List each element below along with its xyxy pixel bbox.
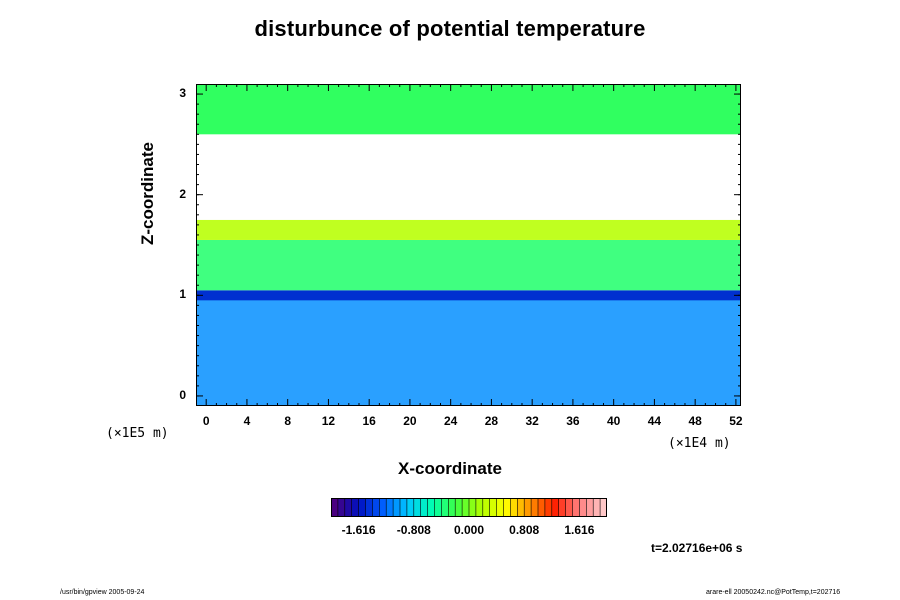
y-tick-label: 1 [179,287,186,302]
x-tick-label: 52 [729,414,743,428]
colorbar-segment [455,498,463,517]
colorbar-segment [331,498,339,517]
colorbar-segment [544,498,553,517]
x-tick-label: 20 [403,414,417,428]
colorbar-segment [565,498,573,517]
x-tick-label: 32 [525,414,539,428]
colorbar-segment [400,498,408,517]
x-tick-label: 12 [321,414,336,428]
colorbar-segment [489,498,498,517]
x-tick-label: 28 [484,414,499,428]
colorbar-segment [462,498,470,517]
y-tick-label: 3 [179,86,186,101]
colorbar-segment [531,498,539,517]
colorbar-segment [593,498,601,517]
colorbar-segment [351,498,360,517]
x-axis-label: X-coordinate [398,459,502,478]
chart-title: disturbunce of potential temperature [254,16,646,41]
colorbar-segment [427,498,435,517]
colorbar-frame [331,498,607,517]
colorbar-label: 0.000 [453,523,485,537]
x-tick-label: 8 [284,414,292,428]
field-band-5 [196,84,741,135]
x-tick-label: 40 [606,414,621,428]
colorbar-segment [496,498,504,517]
y-tick-label: 2 [179,186,186,201]
colorbar-segment [510,498,518,517]
x-axis-unit: (×1E4 m) [668,436,731,451]
colorbar-segment [413,498,422,517]
colorbar-segment [469,498,477,517]
colorbar-segment [337,498,346,517]
colorbar-segment [365,498,373,517]
plot-area [196,84,741,406]
colorbar-segment [572,498,580,517]
field-band-2 [196,239,741,291]
colorbar-segment [551,498,560,517]
colorbar-segment [475,498,484,517]
colorbar-segment [379,498,387,517]
colorbar-segment [503,498,511,517]
x-tick-label: 48 [688,414,702,428]
y-tick-label: 0 [179,387,186,402]
colorbar-label: 0.808 [509,523,540,537]
x-tick-label: 36 [566,414,580,428]
colorbar-segment [579,498,587,517]
colorbar-segment [482,498,491,517]
colorbar-segment [558,498,567,517]
y-axis-label: Z-coordinate [138,142,157,245]
colorbar-label: -1.616 [341,523,376,537]
colorbar-segment [406,498,415,517]
field-band-1 [196,290,741,301]
colorbar-segment [441,498,449,517]
x-tick-label: 24 [443,414,458,428]
field-band-0 [196,295,741,406]
colorbar-segment [524,498,532,517]
time-stamp: t=2.02716e+06 s [651,541,743,555]
x-tick-label: 16 [362,414,376,428]
colorbar-gradient [331,498,607,517]
colorbar-segment [517,498,525,517]
colorbar-segment [386,498,394,517]
colorbar-label: -0.808 [396,523,431,537]
y-axis-unit: (×1E5 m) [106,426,169,441]
colorbar-segment [586,498,594,517]
x-tick-label: 0 [202,414,210,428]
footer-left: /usr/bin/gpview 2005-09-24 [60,589,145,596]
colorbar-segment [538,498,546,517]
colorbar-label: 1.616 [564,523,595,537]
field-band-4 [196,134,741,220]
colorbar-segment [448,498,456,517]
colorbar [331,498,607,517]
field-band-3 [196,219,741,240]
colorbar-segment [358,498,366,517]
heatmap-field [196,84,741,406]
x-tick-label: 4 [243,414,251,428]
colorbar-segment [393,498,401,517]
colorbar-segment [600,498,607,517]
footer-right: arare-ell 20050242.nc@PotTemp,t=202716 [706,589,841,596]
colorbar-segment [344,498,353,517]
colorbar-segment [372,498,380,517]
x-tick-label: 44 [647,414,662,428]
colorbar-segment [434,498,442,517]
colorbar-segment [420,498,429,517]
